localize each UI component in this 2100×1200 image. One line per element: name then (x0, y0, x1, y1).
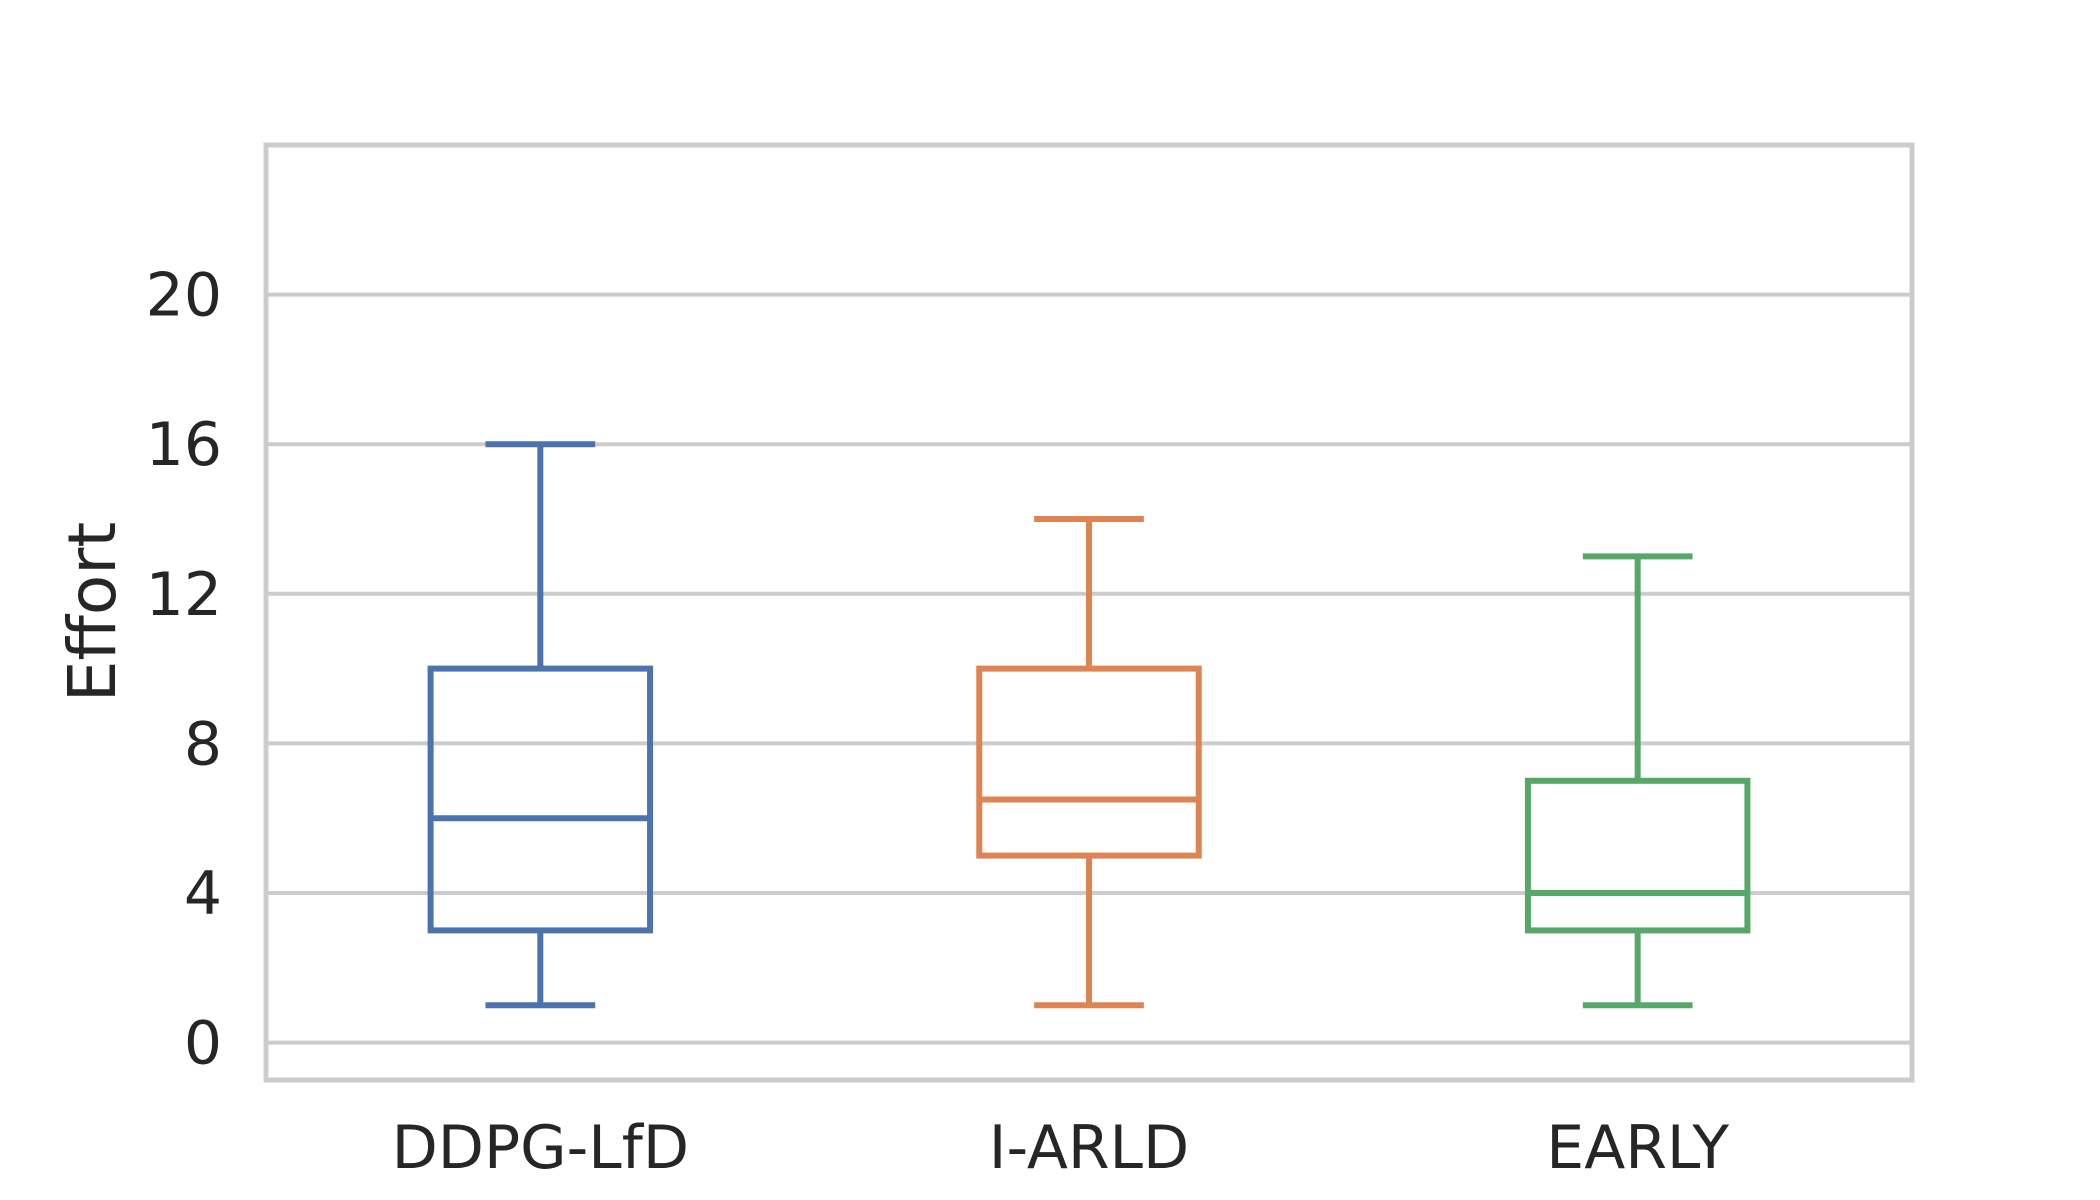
y-tick-label-20: 20 (146, 261, 222, 331)
iqr-box (976, 665, 1202, 859)
y-tick-label-12: 12 (146, 560, 222, 630)
y-tick-label-16: 16 (146, 410, 222, 480)
y-tick-label-8: 8 (184, 709, 222, 779)
y-tick-labels: 0 4 8 12 16 20 (146, 261, 222, 1079)
box-early (1524, 553, 1751, 1009)
boxes (427, 441, 1751, 1009)
y-tick-label-0: 0 (184, 1009, 222, 1079)
y-tick-label-4: 4 (184, 859, 222, 929)
iqr-box (1524, 777, 1751, 934)
x-tick-label-early: EARLY (1546, 1113, 1729, 1183)
box-ddpg-lfd (427, 441, 654, 1009)
iqr-box (427, 665, 654, 934)
x-tick-labels: DDPG-LfD I-ARLD EARLY (392, 1113, 1730, 1183)
x-tick-label-i-arld: I-ARLD (989, 1113, 1189, 1183)
plot-frame (263, 142, 1915, 1083)
x-tick-label-ddpg-lfd: DDPG-LfD (392, 1113, 689, 1183)
y-axis-label: Effort (54, 522, 131, 703)
box-i-arld (976, 516, 1202, 1009)
